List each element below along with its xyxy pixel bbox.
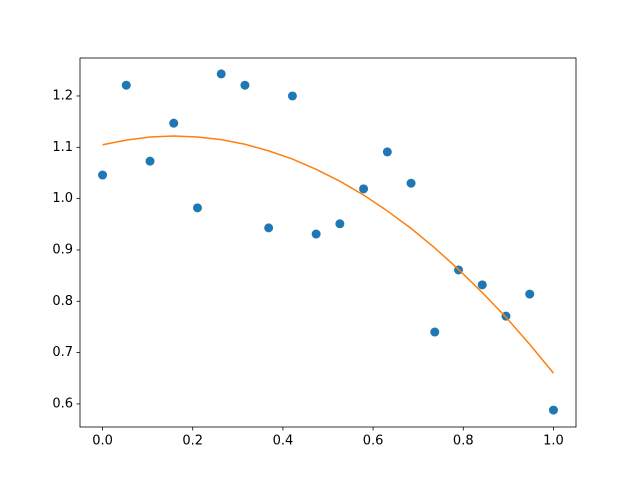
point [287,91,297,101]
point [406,178,416,188]
point [525,289,535,299]
y-tick-label: 0.7 [52,345,73,360]
point [430,327,440,337]
y-tick-label: 0.8 [52,294,73,309]
point [311,229,321,239]
point [359,184,369,194]
y-tick-label: 0.6 [52,396,73,411]
x-tick-label: 0.8 [453,434,474,449]
point [264,223,274,233]
point [98,170,108,180]
line [102,135,555,374]
x-tick-label: 1.0 [543,434,564,449]
point [169,118,179,128]
point [145,156,155,166]
point [216,69,226,79]
point [477,280,487,290]
y-tick-label: 0.9 [52,242,73,257]
y-tick-label: 1.2 [52,88,73,103]
point [240,80,250,90]
point [192,203,202,213]
x-tick-label: 0.2 [182,434,203,449]
point [121,80,131,90]
point [335,219,345,229]
y-tick-label: 1.1 [52,140,73,155]
x-tick-label: 0.4 [273,434,294,449]
point [548,405,558,415]
x-tick-label: 0.6 [363,434,384,449]
y-tick-label: 1.0 [52,191,73,206]
x-tick-label: 0.0 [92,434,113,449]
point [382,147,392,157]
plot-frame [79,57,577,428]
